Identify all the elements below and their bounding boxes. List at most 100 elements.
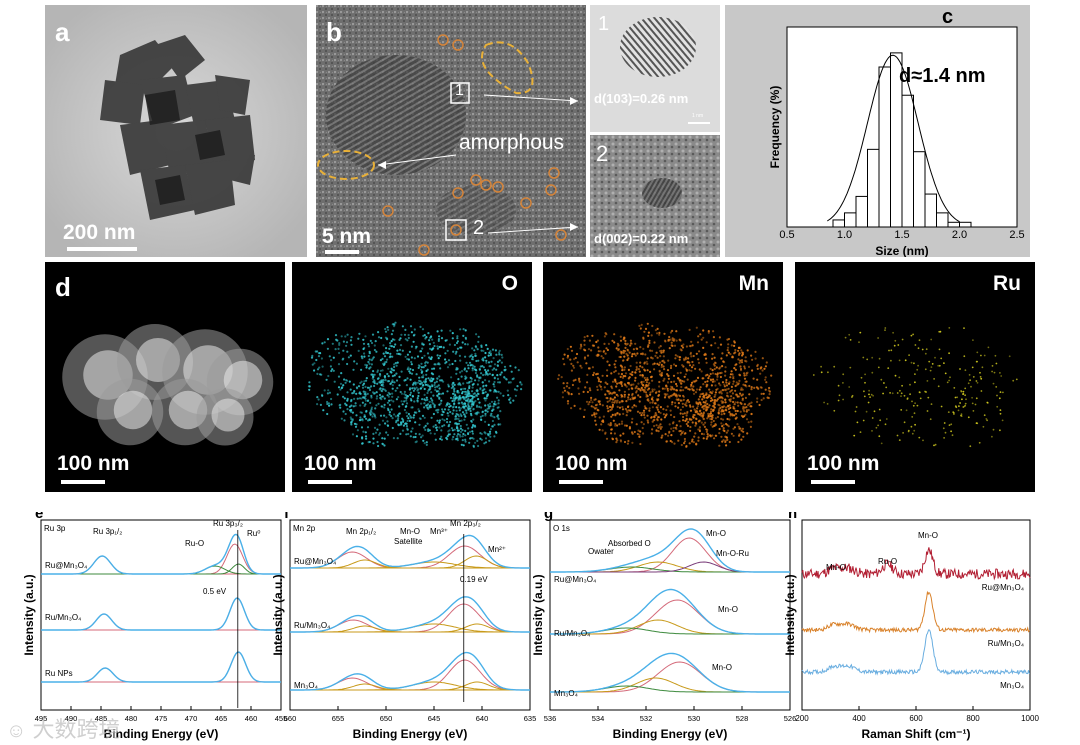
eds-dot <box>317 355 321 358</box>
eds-dot <box>383 403 386 406</box>
eds-dot <box>383 444 386 447</box>
x-tick-label: 645 <box>428 714 441 723</box>
eds-dot <box>949 376 951 379</box>
eds-dot <box>491 425 495 428</box>
eds-dot <box>369 410 372 413</box>
eds-dot <box>330 403 333 406</box>
annotation: Owater <box>588 547 614 556</box>
eds-dot <box>980 390 983 392</box>
eds-dot <box>458 409 461 412</box>
haadf-core <box>113 390 153 430</box>
eds-dot <box>378 373 382 376</box>
eds-dot <box>643 376 646 379</box>
eds-dot <box>754 350 757 353</box>
eds-dot <box>621 369 624 372</box>
eds-dot <box>378 393 382 397</box>
eds-dot <box>477 444 480 448</box>
eds-dot <box>744 380 747 383</box>
eds-dot <box>404 355 407 358</box>
eds-dot <box>492 357 495 360</box>
eds-dot <box>486 395 489 398</box>
eds-dot <box>453 383 456 386</box>
eds-dot <box>752 377 755 380</box>
eds-dot <box>700 432 704 435</box>
eds-dot <box>458 406 461 409</box>
eds-dot <box>436 354 439 357</box>
eds-dot <box>346 398 349 401</box>
x-tick-label: 2.0 <box>952 229 967 241</box>
eds-dot <box>361 419 364 422</box>
eds-dot <box>725 436 729 439</box>
eds-dot <box>414 432 417 435</box>
eds-dot <box>686 378 689 381</box>
eds-dot <box>681 346 685 349</box>
eds-dot <box>707 377 710 380</box>
eds-dot <box>320 393 324 396</box>
eds-dot <box>703 425 706 428</box>
eds-dot <box>903 421 906 424</box>
eds-dot <box>477 359 480 362</box>
eds-dot <box>461 411 465 414</box>
eds-dot <box>393 365 396 369</box>
y-axis-label: Intensity (a.u.) <box>271 574 285 655</box>
eds-dot <box>367 360 370 364</box>
eds-dot <box>407 412 410 416</box>
eds-dot <box>679 356 682 359</box>
eds-dot <box>616 394 619 397</box>
eds-dot <box>462 397 465 400</box>
eds-dot <box>641 374 644 377</box>
eds-dot <box>396 349 399 352</box>
eds-dot <box>465 361 468 364</box>
eds-dot <box>576 361 579 364</box>
eds-dot <box>582 390 585 393</box>
eds-dot <box>734 412 738 415</box>
eds-dot <box>403 379 406 382</box>
eds-dot <box>446 349 449 352</box>
eds-dot <box>362 390 365 393</box>
eds-dot <box>353 360 356 363</box>
eds-dot <box>308 388 311 391</box>
eds-dot <box>743 403 746 406</box>
eds-dot <box>591 401 594 404</box>
eds-dot <box>599 403 602 406</box>
eds-dot <box>484 399 487 402</box>
eds-dot <box>353 397 356 400</box>
eds-dot <box>621 405 624 409</box>
eds-dot <box>493 435 496 438</box>
eds-scale-label: 100 nm <box>555 452 628 475</box>
eds-dot <box>578 379 581 382</box>
eds-dot <box>683 437 686 441</box>
histogram-bar <box>844 212 857 228</box>
eds-dot <box>468 386 471 390</box>
eds-dot <box>404 394 407 397</box>
eds-dot <box>639 327 642 330</box>
eds-dot <box>651 406 654 409</box>
eds-dot <box>386 394 389 397</box>
eds-dot <box>624 372 628 375</box>
eds-dot <box>491 419 494 423</box>
eds-dot <box>991 365 994 367</box>
eds-dot <box>688 344 691 348</box>
eds-dot <box>365 417 368 420</box>
eds-dot <box>620 382 623 386</box>
eds-dot <box>884 327 887 329</box>
eds-dot <box>658 370 661 373</box>
eds-dot <box>621 400 624 403</box>
eds-dot <box>638 370 641 373</box>
eds-dot <box>765 381 768 384</box>
eds-dot <box>663 396 667 399</box>
eds-dot <box>393 413 396 416</box>
eds-dot <box>413 328 416 331</box>
eds-dot <box>963 355 966 358</box>
eds-dot <box>459 359 462 362</box>
eds-dot <box>627 439 630 443</box>
eds-dot <box>493 377 496 380</box>
eds-dot <box>441 408 444 411</box>
eds-dot <box>606 400 609 403</box>
eds-dot <box>909 383 911 386</box>
eds-dot <box>604 352 607 355</box>
eds-dot <box>407 333 410 337</box>
eds-dot <box>896 392 899 394</box>
eds-dot <box>743 374 746 377</box>
eds-dot <box>960 415 963 417</box>
